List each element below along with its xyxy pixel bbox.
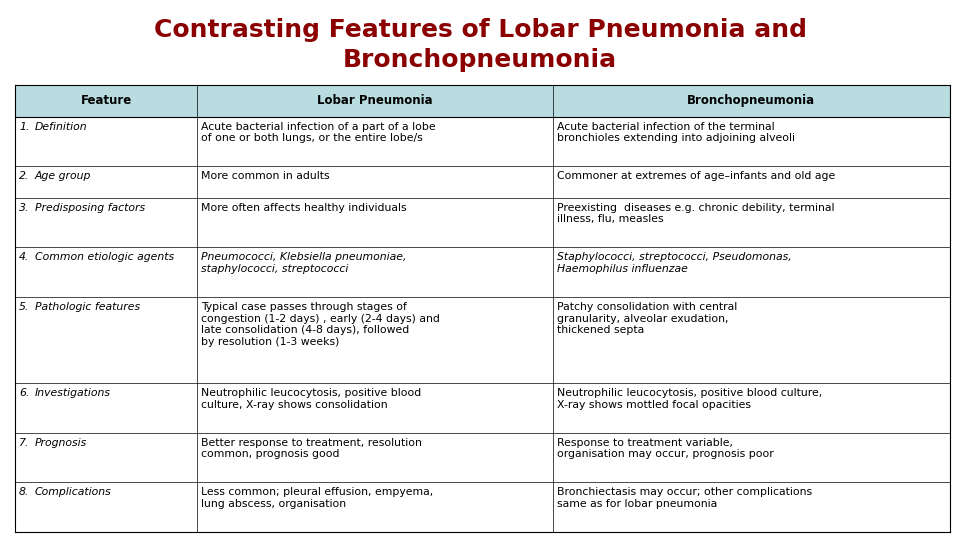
Text: Feature: Feature [81,94,132,107]
Text: Pneumococci, Klebsiella pneumoniae,
staphylococci, streptococci: Pneumococci, Klebsiella pneumoniae, stap… [202,252,407,274]
Text: Age group: Age group [35,171,91,181]
Text: 3.: 3. [19,202,30,213]
Text: Preexisting  diseases e.g. chronic debility, terminal
illness, flu, measles: Preexisting diseases e.g. chronic debili… [557,202,834,224]
Text: Contrasting Features of Lobar Pneumonia and: Contrasting Features of Lobar Pneumonia … [154,18,806,42]
Text: Patchy consolidation with central
granularity, alveolar exudation,
thickened sep: Patchy consolidation with central granul… [557,302,737,335]
Text: Acute bacterial infection of the terminal
bronchioles extending into adjoining a: Acute bacterial infection of the termina… [557,122,795,143]
Text: Lobar Pneumonia: Lobar Pneumonia [317,94,433,107]
Text: Complications: Complications [35,487,111,497]
Text: Neutrophilic leucocytosis, positive blood
culture, X-ray shows consolidation: Neutrophilic leucocytosis, positive bloo… [202,388,421,410]
Text: Acute bacterial infection of a part of a lobe
of one or both lungs, or the entir: Acute bacterial infection of a part of a… [202,122,436,143]
Text: 8.: 8. [19,487,30,497]
Text: Response to treatment variable,
organisation may occur, prognosis poor: Response to treatment variable, organisa… [557,437,774,459]
Text: Definition: Definition [35,122,87,132]
Text: Prognosis: Prognosis [35,437,87,448]
Text: 2.: 2. [19,171,30,181]
Text: Pathologic features: Pathologic features [35,302,140,312]
Text: Neutrophilic leucocytosis, positive blood culture,
X-ray shows mottled focal opa: Neutrophilic leucocytosis, positive bloo… [557,388,822,410]
Text: Typical case passes through stages of
congestion (1-2 days) , early (2-4 days) a: Typical case passes through stages of co… [202,302,441,347]
Text: Less common; pleural effusion, empyema,
lung abscess, organisation: Less common; pleural effusion, empyema, … [202,487,434,509]
Text: Bronchiectasis may occur; other complications
same as for lobar pneumonia: Bronchiectasis may occur; other complica… [557,487,812,509]
Text: Investigations: Investigations [35,388,111,398]
Text: 4.: 4. [19,252,30,262]
Text: 7.: 7. [19,437,30,448]
Text: 6.: 6. [19,388,30,398]
Text: Predisposing factors: Predisposing factors [35,202,145,213]
Text: Bronchopneumonia: Bronchopneumonia [687,94,815,107]
Text: Common etiologic agents: Common etiologic agents [35,252,174,262]
Text: More often affects healthy individuals: More often affects healthy individuals [202,202,407,213]
Text: Staphylococci, streptococci, Pseudomonas,
Haemophilus influenzae: Staphylococci, streptococci, Pseudomonas… [557,252,791,274]
Text: Commoner at extremes of age–infants and old age: Commoner at extremes of age–infants and … [557,171,835,181]
Bar [15,85,950,117]
Text: Bronchopneumonia: Bronchopneumonia [343,48,617,72]
Text: 1.: 1. [19,122,30,132]
Text: Better response to treatment, resolution
common, prognosis good: Better response to treatment, resolution… [202,437,422,459]
Text: 5.: 5. [19,302,30,312]
Text: More common in adults: More common in adults [202,171,330,181]
